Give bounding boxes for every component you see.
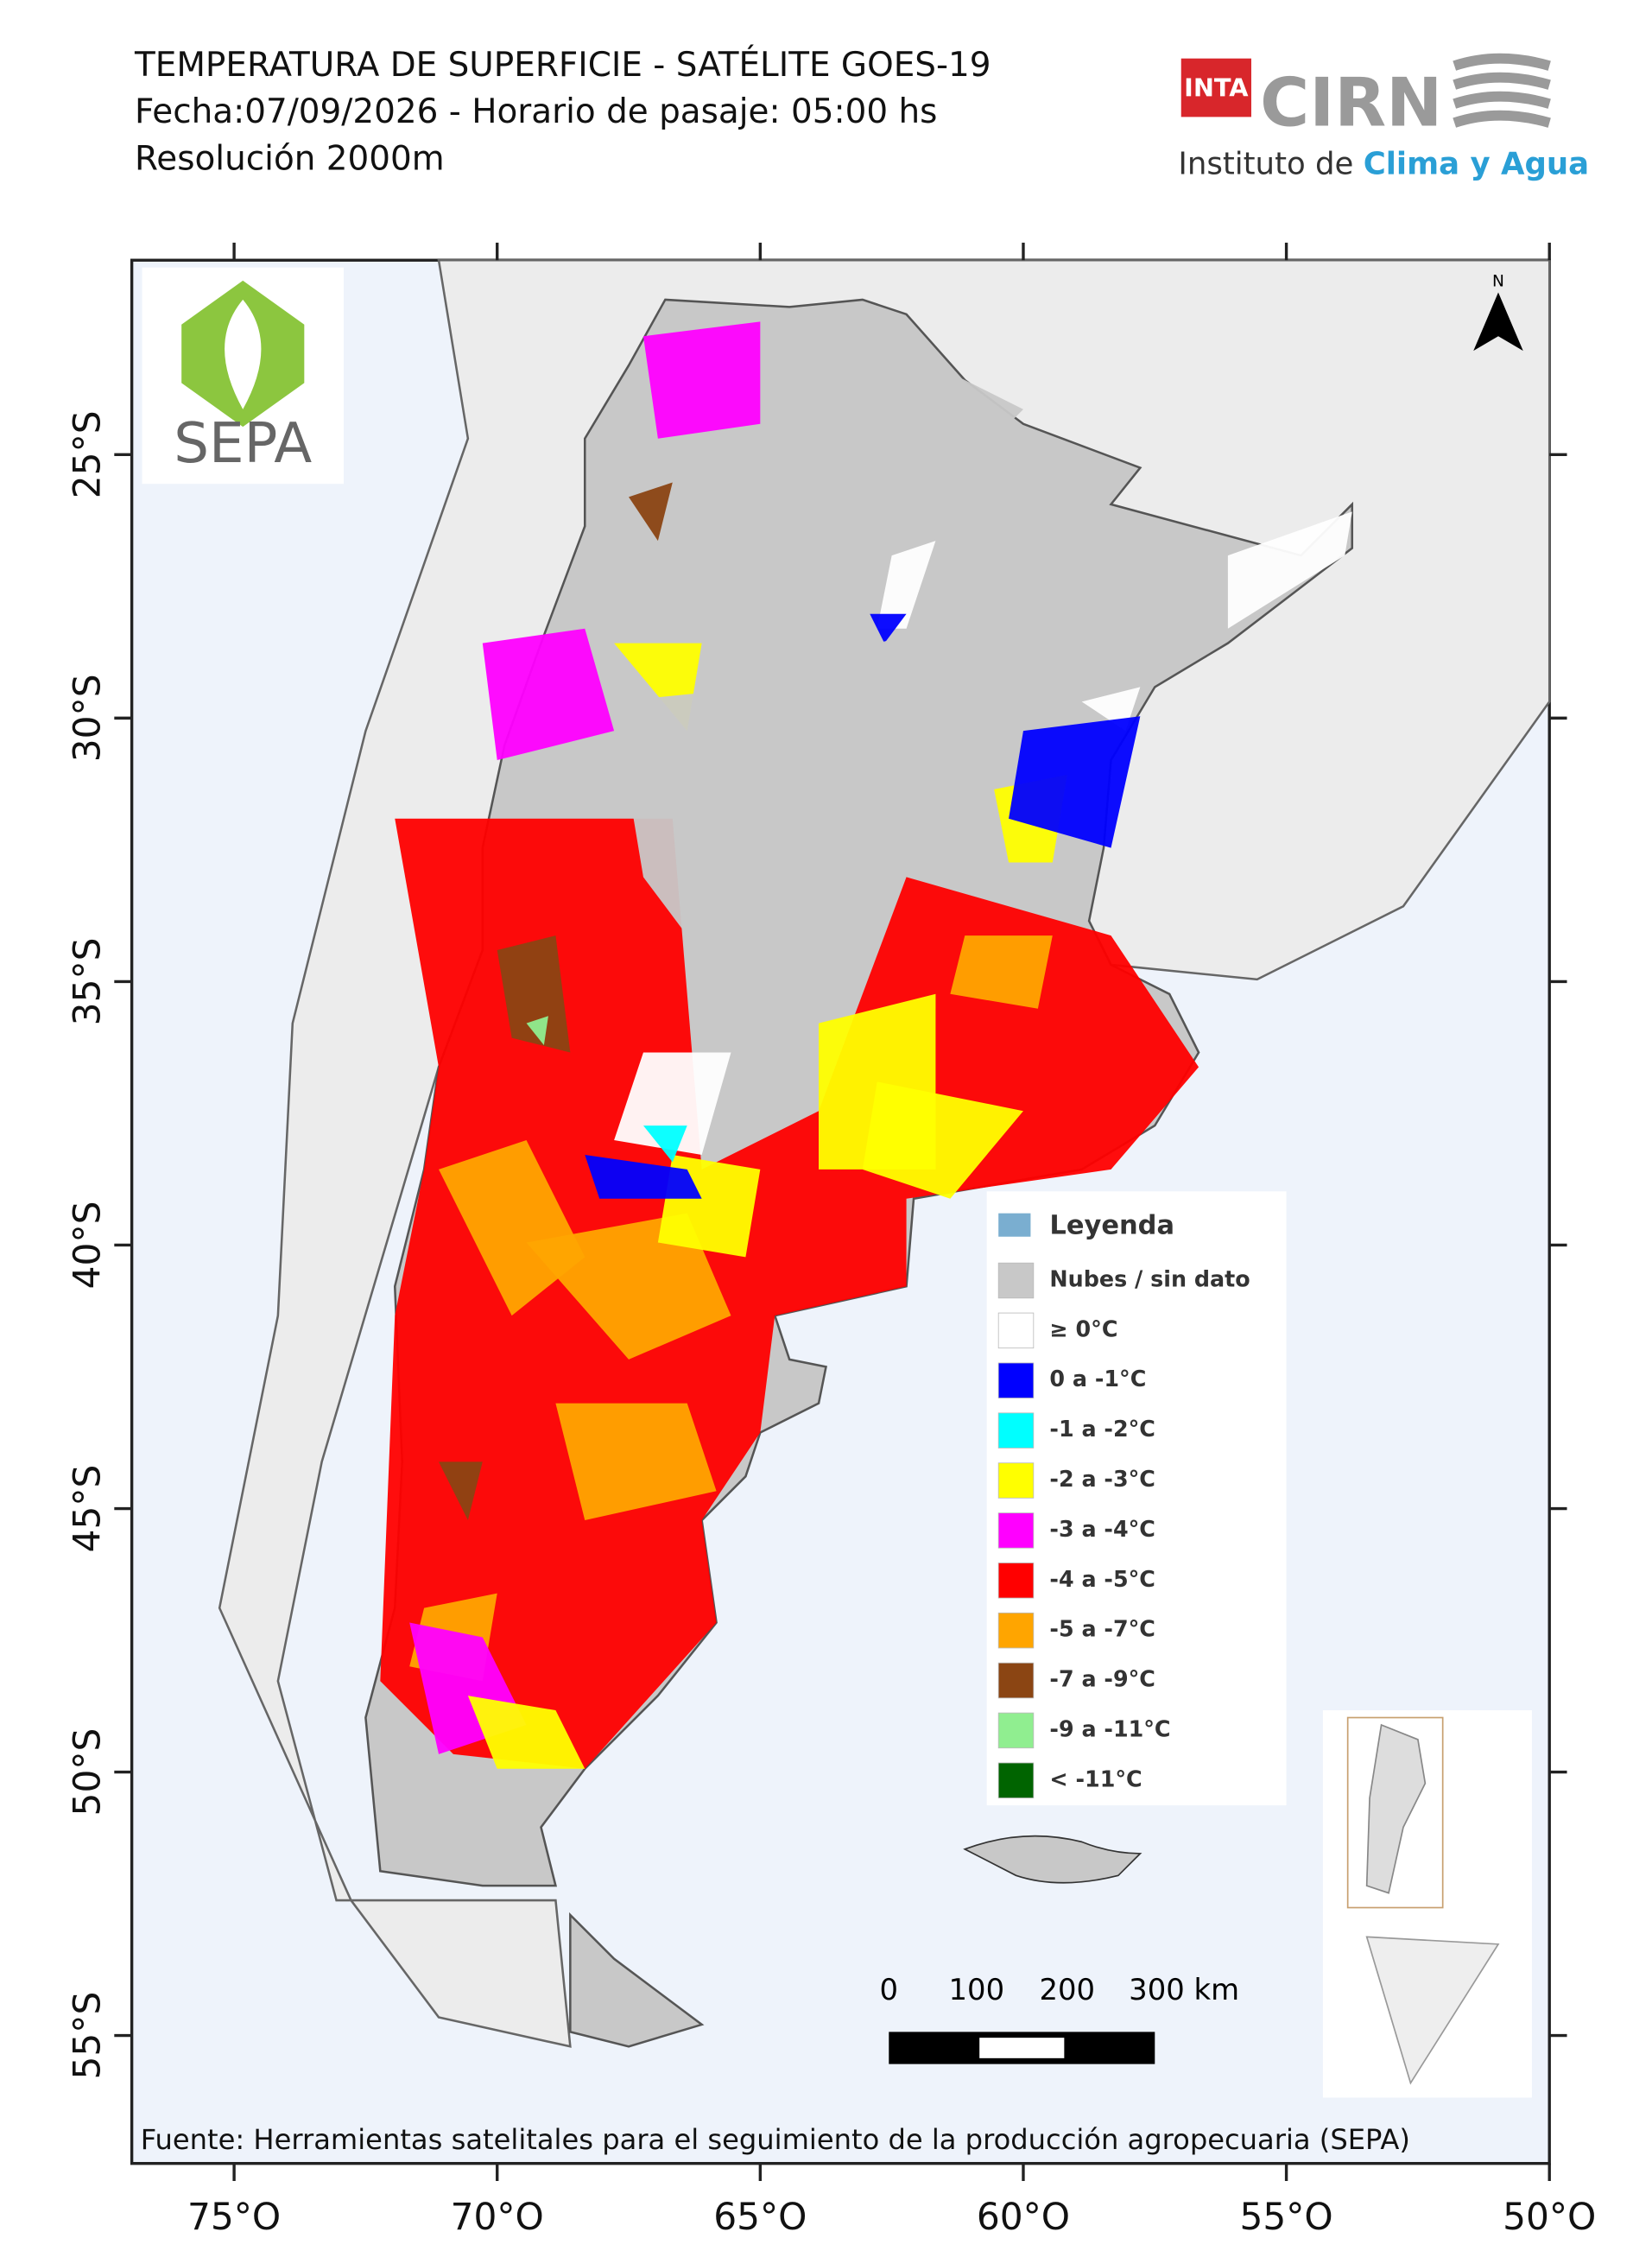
temperature-patch <box>439 1461 483 1521</box>
legend-swatch <box>997 1563 1035 1599</box>
temperature-patch <box>526 1016 548 1046</box>
temperature-patch <box>877 541 936 629</box>
legend-swatch <box>997 1412 1035 1449</box>
temperature-patch <box>870 613 907 643</box>
axes: 75°O 70°O 65°O 60°O 55°O 50°O 25°S 30°S 35°S 40°S… <box>66 242 1596 2238</box>
legend-swatch <box>997 1362 1035 1398</box>
source-text: Fuente: Herramientas satelitales para el… <box>141 2123 1410 2156</box>
scale-label: 200 <box>1039 1973 1095 2007</box>
temperature-patch <box>614 687 761 936</box>
sepa-leaf-inner <box>225 299 262 409</box>
legend-label: -5 a -7°C <box>1049 1616 1155 1642</box>
legend-label: ≥ 0°C <box>1049 1316 1117 1341</box>
temperature-patch <box>862 628 951 688</box>
legend-title: Leyenda <box>1049 1210 1174 1240</box>
temperature-patch <box>439 1140 585 1316</box>
legend-swatch <box>997 1662 1035 1699</box>
legend-label: Nubes / sin dato <box>1049 1266 1250 1292</box>
scale-label: 100 <box>949 1973 1005 2007</box>
legend-label: -1 a -2°C <box>1049 1416 1155 1442</box>
scale-label: 0 <box>880 1973 899 2007</box>
lat-tick-label: 40°S <box>66 1201 108 1290</box>
legend-box <box>986 1191 1287 1806</box>
legend-label: < -11°C <box>1049 1766 1142 1791</box>
legend-label: -3 a -4°C <box>1049 1516 1155 1542</box>
temperature-patch <box>642 321 761 439</box>
temperature-patch <box>585 1154 702 1199</box>
north-label: N <box>1492 273 1504 291</box>
legend-label: -2 a -3°C <box>1049 1466 1155 1492</box>
lat-tick-label: 35°S <box>66 938 108 1026</box>
header-line: Resolución 2000m <box>135 139 445 178</box>
temperature-patches <box>380 321 1352 1769</box>
legend-swatch <box>997 1512 1035 1549</box>
legend-swatch <box>997 1712 1035 1749</box>
inta-text: INTA <box>1184 73 1249 103</box>
temperature-patch <box>1009 716 1141 848</box>
inset-antarctica <box>1365 1936 1500 2085</box>
lat-tick-label: 45°S <box>66 1465 108 1553</box>
lat-tick-label: 25°S <box>66 410 108 498</box>
legend-label: -9 a -11°C <box>1049 1715 1170 1741</box>
institute-text: Instituto de Clima y Agua <box>1178 146 1589 181</box>
malvinas <box>963 1835 1142 1884</box>
inset-argentina <box>1365 1723 1427 1894</box>
waves <box>1453 53 1551 128</box>
scale-label: 300 km <box>1129 1973 1239 2007</box>
legend-label: -4 a -5°C <box>1049 1566 1155 1592</box>
temperature-patch <box>482 628 615 761</box>
legend-icon <box>998 1213 1031 1237</box>
inta-box <box>1180 58 1251 117</box>
inset-frame <box>1346 1716 1444 1909</box>
legend-swatch <box>997 1312 1035 1349</box>
temperature-patch <box>1227 511 1352 629</box>
temperature-patch <box>862 1081 1023 1199</box>
lon-tick-label: 55°O <box>1239 2196 1332 2238</box>
legend-label: -7 a -9°C <box>1049 1666 1155 1692</box>
institute-highlight: Clima y Agua <box>1364 146 1589 181</box>
header-line: TEMPERATURA DE SUPERFICIE - SATÉLITE GOE… <box>134 44 991 85</box>
north-arrow <box>1473 292 1523 352</box>
cirn-logo: INTA CIRN Instituto de Clima y Agua <box>1178 53 1589 181</box>
lat-tick-label: 30°S <box>66 674 108 762</box>
temperature-patch <box>950 935 1053 1009</box>
institute: Instituto de <box>1178 146 1363 181</box>
legend-swatch <box>997 1612 1035 1649</box>
sepa-text: SEPA <box>174 411 312 476</box>
lon-tick-label: 65°O <box>713 2196 807 2238</box>
legend-swatch <box>997 1762 1035 1799</box>
temperature-patch <box>642 1125 687 1163</box>
temperature-patch <box>467 1696 585 1769</box>
temperature-patch <box>921 365 1023 439</box>
scale-segment <box>979 2038 1065 2058</box>
temperature-patch <box>526 1213 731 1360</box>
legend-swatch <box>997 1262 1035 1299</box>
temperature-patch <box>614 1052 731 1155</box>
cirn-text: CIRN <box>1260 65 1442 143</box>
temperature-patch <box>555 1403 717 1521</box>
lat-tick-label: 55°S <box>66 1992 108 2080</box>
lat-tick-label: 50°S <box>66 1728 108 1816</box>
temperature-patch <box>380 818 1199 1769</box>
temperature-patch <box>497 935 571 1053</box>
scale-bar: 0 100 200 300 km <box>880 1973 1239 2064</box>
legend-items: Nubes / sin dato ≥ 0°C 0 a -1°C -1 a -2°C -2… <box>997 1262 1250 1799</box>
temperature-patch <box>629 482 673 542</box>
lon-tick-label: 75°O <box>187 2196 281 2238</box>
legend-swatch <box>997 1462 1035 1499</box>
header-line: Fecha:07/09/2026 - Horario de pasaje: 05… <box>135 92 937 131</box>
lon-tick-label: 60°O <box>977 2196 1070 2238</box>
tierra-del-fuego <box>569 1911 705 2048</box>
legend-label: 0 a -1°C <box>1049 1366 1146 1392</box>
lon-tick-label: 70°O <box>451 2196 544 2238</box>
lon-tick-label: 50°O <box>1503 2196 1596 2238</box>
